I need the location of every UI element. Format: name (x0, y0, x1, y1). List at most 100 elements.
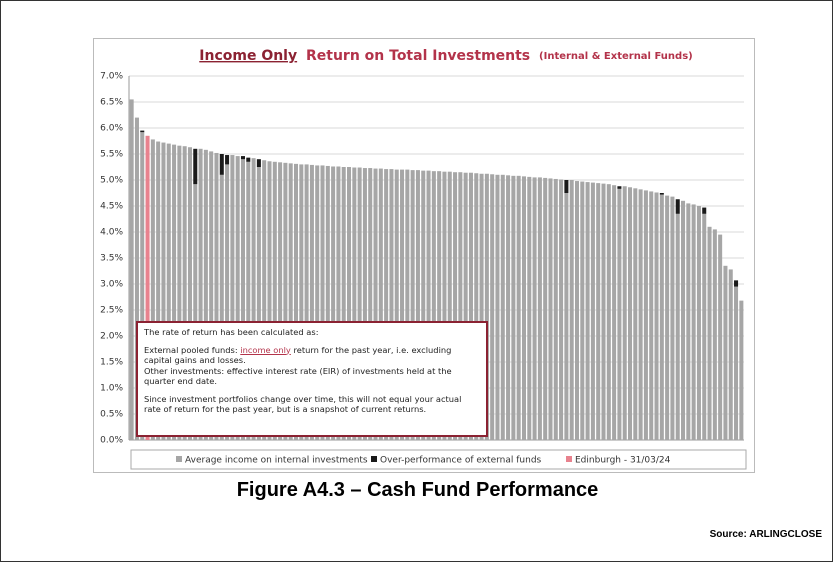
bar (437, 171, 442, 440)
bar (574, 181, 580, 441)
bar (177, 145, 182, 440)
bar (134, 117, 139, 440)
bar (506, 175, 511, 440)
y-tick-label: 5.5% (100, 150, 123, 160)
bar (193, 184, 198, 440)
bar (612, 185, 617, 440)
bar (421, 170, 426, 440)
bar (325, 165, 330, 440)
bar (670, 196, 675, 440)
bar (331, 166, 336, 441)
note-link: income only (240, 344, 291, 355)
bar (219, 174, 224, 441)
bar (431, 171, 436, 440)
title-part: Return on Total Investments (306, 48, 530, 64)
y-tick-label: 3.5% (100, 254, 123, 264)
bar (129, 99, 134, 441)
bar (362, 168, 367, 441)
bar (617, 186, 622, 189)
bar (718, 234, 723, 440)
chart: Income Only Return on Total Investments … (100, 48, 747, 470)
bar (209, 151, 214, 440)
legend-swatch (176, 456, 182, 462)
bar (495, 174, 500, 441)
bar (447, 171, 452, 440)
bar (479, 173, 484, 440)
bar (214, 152, 219, 440)
bar (283, 162, 288, 440)
bar (219, 154, 224, 175)
bar (267, 161, 272, 440)
bar (341, 167, 346, 440)
bar (728, 269, 733, 440)
legend-swatch (566, 456, 572, 462)
bar (606, 184, 611, 440)
legend-box (130, 449, 747, 470)
bar (415, 170, 420, 440)
bar (384, 169, 389, 440)
bar (240, 156, 246, 160)
bar (527, 176, 532, 440)
bar (686, 203, 691, 440)
bar (336, 166, 341, 441)
bar (458, 172, 463, 440)
bar (521, 176, 526, 441)
bar (585, 182, 590, 440)
legend-swatch (371, 456, 377, 462)
y-tick-label: 4.0% (100, 228, 123, 238)
bar (739, 300, 744, 440)
bar (532, 177, 537, 440)
note-text: Since investment portfolios change over … (144, 393, 462, 415)
bar (627, 187, 633, 440)
y-tick-label: 2.5% (100, 306, 123, 316)
bar (734, 286, 739, 440)
bar (665, 195, 670, 440)
bar (389, 169, 394, 440)
bar (256, 167, 261, 440)
caption: Figure A4.3 – Cash Fund Performance (236, 479, 599, 501)
y-tick-label: 4.5% (100, 202, 123, 212)
bar (490, 174, 495, 440)
bar (675, 199, 680, 214)
note-text: External pooled funds: income only retur… (144, 345, 480, 366)
bar (150, 139, 155, 440)
bar (564, 193, 569, 440)
bar (187, 147, 192, 441)
bar (659, 193, 664, 195)
bar (702, 207, 707, 214)
bar (272, 161, 277, 441)
legend-label: Average income on internal investments (185, 456, 368, 466)
bar (145, 135, 150, 441)
bar (543, 177, 548, 441)
bar (235, 156, 240, 440)
bar (707, 226, 712, 440)
bar (299, 164, 304, 440)
bar (426, 170, 431, 440)
note-text: return for the past year, i.e. excluding… (144, 344, 452, 366)
bar (702, 213, 707, 440)
bar (723, 265, 728, 440)
bar (734, 280, 739, 287)
bar (442, 171, 447, 440)
bar (140, 132, 145, 440)
bar (198, 148, 203, 441)
bar (580, 181, 585, 440)
y-tick-label: 6.0% (100, 124, 123, 134)
bar (172, 144, 177, 440)
bar (654, 192, 659, 440)
y-tick-label: 5.0% (100, 176, 123, 186)
bar (691, 204, 696, 440)
bar (559, 179, 564, 441)
y-tick-label: 0.5% (100, 410, 123, 420)
y-tick-label: 3.0% (100, 280, 123, 290)
bar (368, 168, 373, 441)
bar (193, 148, 198, 185)
bar (288, 163, 293, 441)
bar (320, 165, 325, 440)
bar (569, 180, 574, 440)
note-text: External pooled funds: (144, 344, 241, 355)
bar (278, 162, 283, 440)
legend-label: Edinburgh - 31/03/24 (575, 456, 671, 466)
y-tick-label: 6.5% (100, 98, 123, 108)
